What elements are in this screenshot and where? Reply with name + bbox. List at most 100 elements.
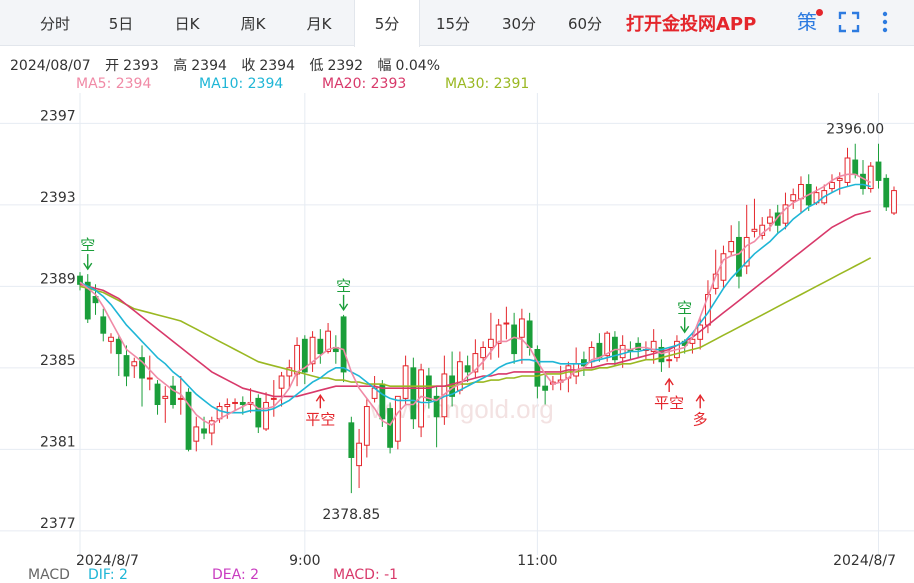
high-value: 2394 bbox=[191, 58, 227, 74]
tab-5min[interactable]: 5分 bbox=[354, 0, 420, 47]
ohlc-info-bar: 2024/08/07 开 2393 高 2394 收 2394 低 2392 幅 0.04… bbox=[10, 55, 450, 75]
signal-arrow bbox=[338, 303, 349, 312]
macd-label: MACD bbox=[28, 567, 70, 583]
candle-up bbox=[759, 224, 766, 236]
ma5-legend: MA5: 2394 bbox=[76, 76, 152, 92]
candle-down bbox=[239, 401, 246, 406]
open-value: 2393 bbox=[123, 58, 159, 74]
candle-up bbox=[356, 442, 362, 467]
signal-label: 多 bbox=[693, 410, 708, 428]
candle-down bbox=[348, 422, 355, 458]
ma10-line bbox=[79, 183, 871, 414]
info-date: 2024/08/07 bbox=[10, 58, 91, 74]
more-vertical-icon[interactable] bbox=[874, 8, 896, 36]
candle-up bbox=[767, 216, 773, 224]
ma5-line bbox=[79, 173, 872, 426]
candle-down bbox=[852, 159, 859, 175]
signal-arrow bbox=[680, 325, 690, 334]
candle-up bbox=[487, 338, 494, 348]
candle-up bbox=[891, 190, 897, 214]
y-tick-label: 2393 bbox=[40, 190, 76, 206]
range-value: 0.04% bbox=[395, 58, 441, 74]
macd-dif-legend: DIF: 2 bbox=[88, 567, 128, 583]
candle-down bbox=[875, 161, 882, 181]
candle-down bbox=[170, 385, 176, 406]
candle-up bbox=[216, 406, 223, 420]
x-tick-label: 2024/8/7 bbox=[76, 553, 139, 569]
y-tick-label: 2397 bbox=[40, 108, 76, 124]
candle-up bbox=[480, 346, 487, 359]
strategy-icon[interactable]: 策 bbox=[794, 8, 823, 36]
candle-down bbox=[84, 281, 91, 320]
candle-down bbox=[635, 342, 642, 351]
candle-down bbox=[185, 391, 192, 450]
candle-down bbox=[317, 338, 324, 355]
candle-up bbox=[309, 336, 316, 365]
open-app-link[interactable]: 打开金投网APP bbox=[626, 14, 757, 35]
candle-up bbox=[472, 353, 479, 373]
y-tick-label: 2377 bbox=[40, 516, 76, 532]
candle-up bbox=[232, 401, 238, 404]
tab-5day[interactable]: 5日 bbox=[108, 15, 134, 33]
signal-arrow bbox=[83, 262, 93, 271]
candle-up bbox=[790, 194, 797, 202]
ma20-line bbox=[79, 210, 871, 398]
candle-up bbox=[263, 401, 269, 430]
candle-down bbox=[433, 395, 440, 418]
signal-label: 空 bbox=[80, 236, 95, 254]
candle-down bbox=[612, 336, 618, 361]
candle-up bbox=[518, 318, 525, 338]
tab-daily-k[interactable]: 日K bbox=[174, 15, 200, 33]
strategy-icon-label: 策 bbox=[797, 10, 817, 34]
candle-down bbox=[658, 346, 665, 363]
tab-30min[interactable]: 30分 bbox=[501, 15, 537, 33]
candle-up bbox=[208, 420, 215, 434]
candle-up bbox=[829, 181, 835, 190]
tab-60min[interactable]: 60分 bbox=[567, 15, 603, 33]
close-label: 收 bbox=[241, 58, 256, 74]
candle-down bbox=[526, 320, 533, 348]
candle-up bbox=[363, 406, 370, 446]
candle-up bbox=[456, 361, 463, 391]
candle-up bbox=[278, 375, 285, 389]
signal-arrow bbox=[695, 394, 705, 402]
candle-up bbox=[270, 397, 277, 400]
y-tick-label: 2385 bbox=[40, 353, 76, 369]
x-tick-label: 2024/8/7 bbox=[833, 553, 896, 569]
tab-monthly-k[interactable]: 月K bbox=[306, 15, 332, 33]
candle-down bbox=[736, 236, 742, 277]
signal-label: 空 bbox=[677, 299, 692, 317]
candle-up bbox=[224, 404, 231, 408]
tab-intraday[interactable]: 分时 bbox=[39, 15, 70, 33]
candle-down bbox=[464, 365, 471, 373]
candle-down bbox=[301, 338, 308, 373]
candle-down bbox=[139, 357, 145, 379]
candle-up bbox=[798, 183, 804, 200]
candle-up bbox=[867, 165, 874, 190]
candle-down bbox=[883, 177, 890, 208]
candle-up bbox=[604, 332, 611, 357]
candle-down bbox=[860, 173, 866, 190]
candle-up bbox=[720, 253, 727, 281]
candle-down bbox=[115, 338, 122, 355]
candle-up bbox=[146, 377, 153, 380]
candle-up bbox=[193, 426, 200, 442]
candle-down bbox=[534, 349, 541, 387]
candle-down bbox=[154, 383, 161, 406]
tab-weekly-k[interactable]: 周K bbox=[240, 15, 266, 33]
candle-up bbox=[728, 241, 735, 253]
candle-up bbox=[650, 340, 657, 353]
candle-up bbox=[619, 344, 626, 359]
candle-down bbox=[511, 324, 518, 355]
candle-up bbox=[294, 344, 300, 375]
low-price-label: 2378.85 bbox=[322, 507, 380, 523]
open-label: 开 bbox=[105, 58, 120, 74]
candle-up bbox=[495, 324, 502, 344]
candle-down bbox=[123, 355, 130, 377]
signal-label: 平空 bbox=[654, 394, 684, 412]
tab-15min[interactable]: 15分 bbox=[435, 15, 471, 33]
x-tick-label: 11:00 bbox=[517, 553, 557, 569]
candle-down bbox=[201, 428, 207, 434]
fullscreen-icon[interactable] bbox=[836, 8, 862, 36]
